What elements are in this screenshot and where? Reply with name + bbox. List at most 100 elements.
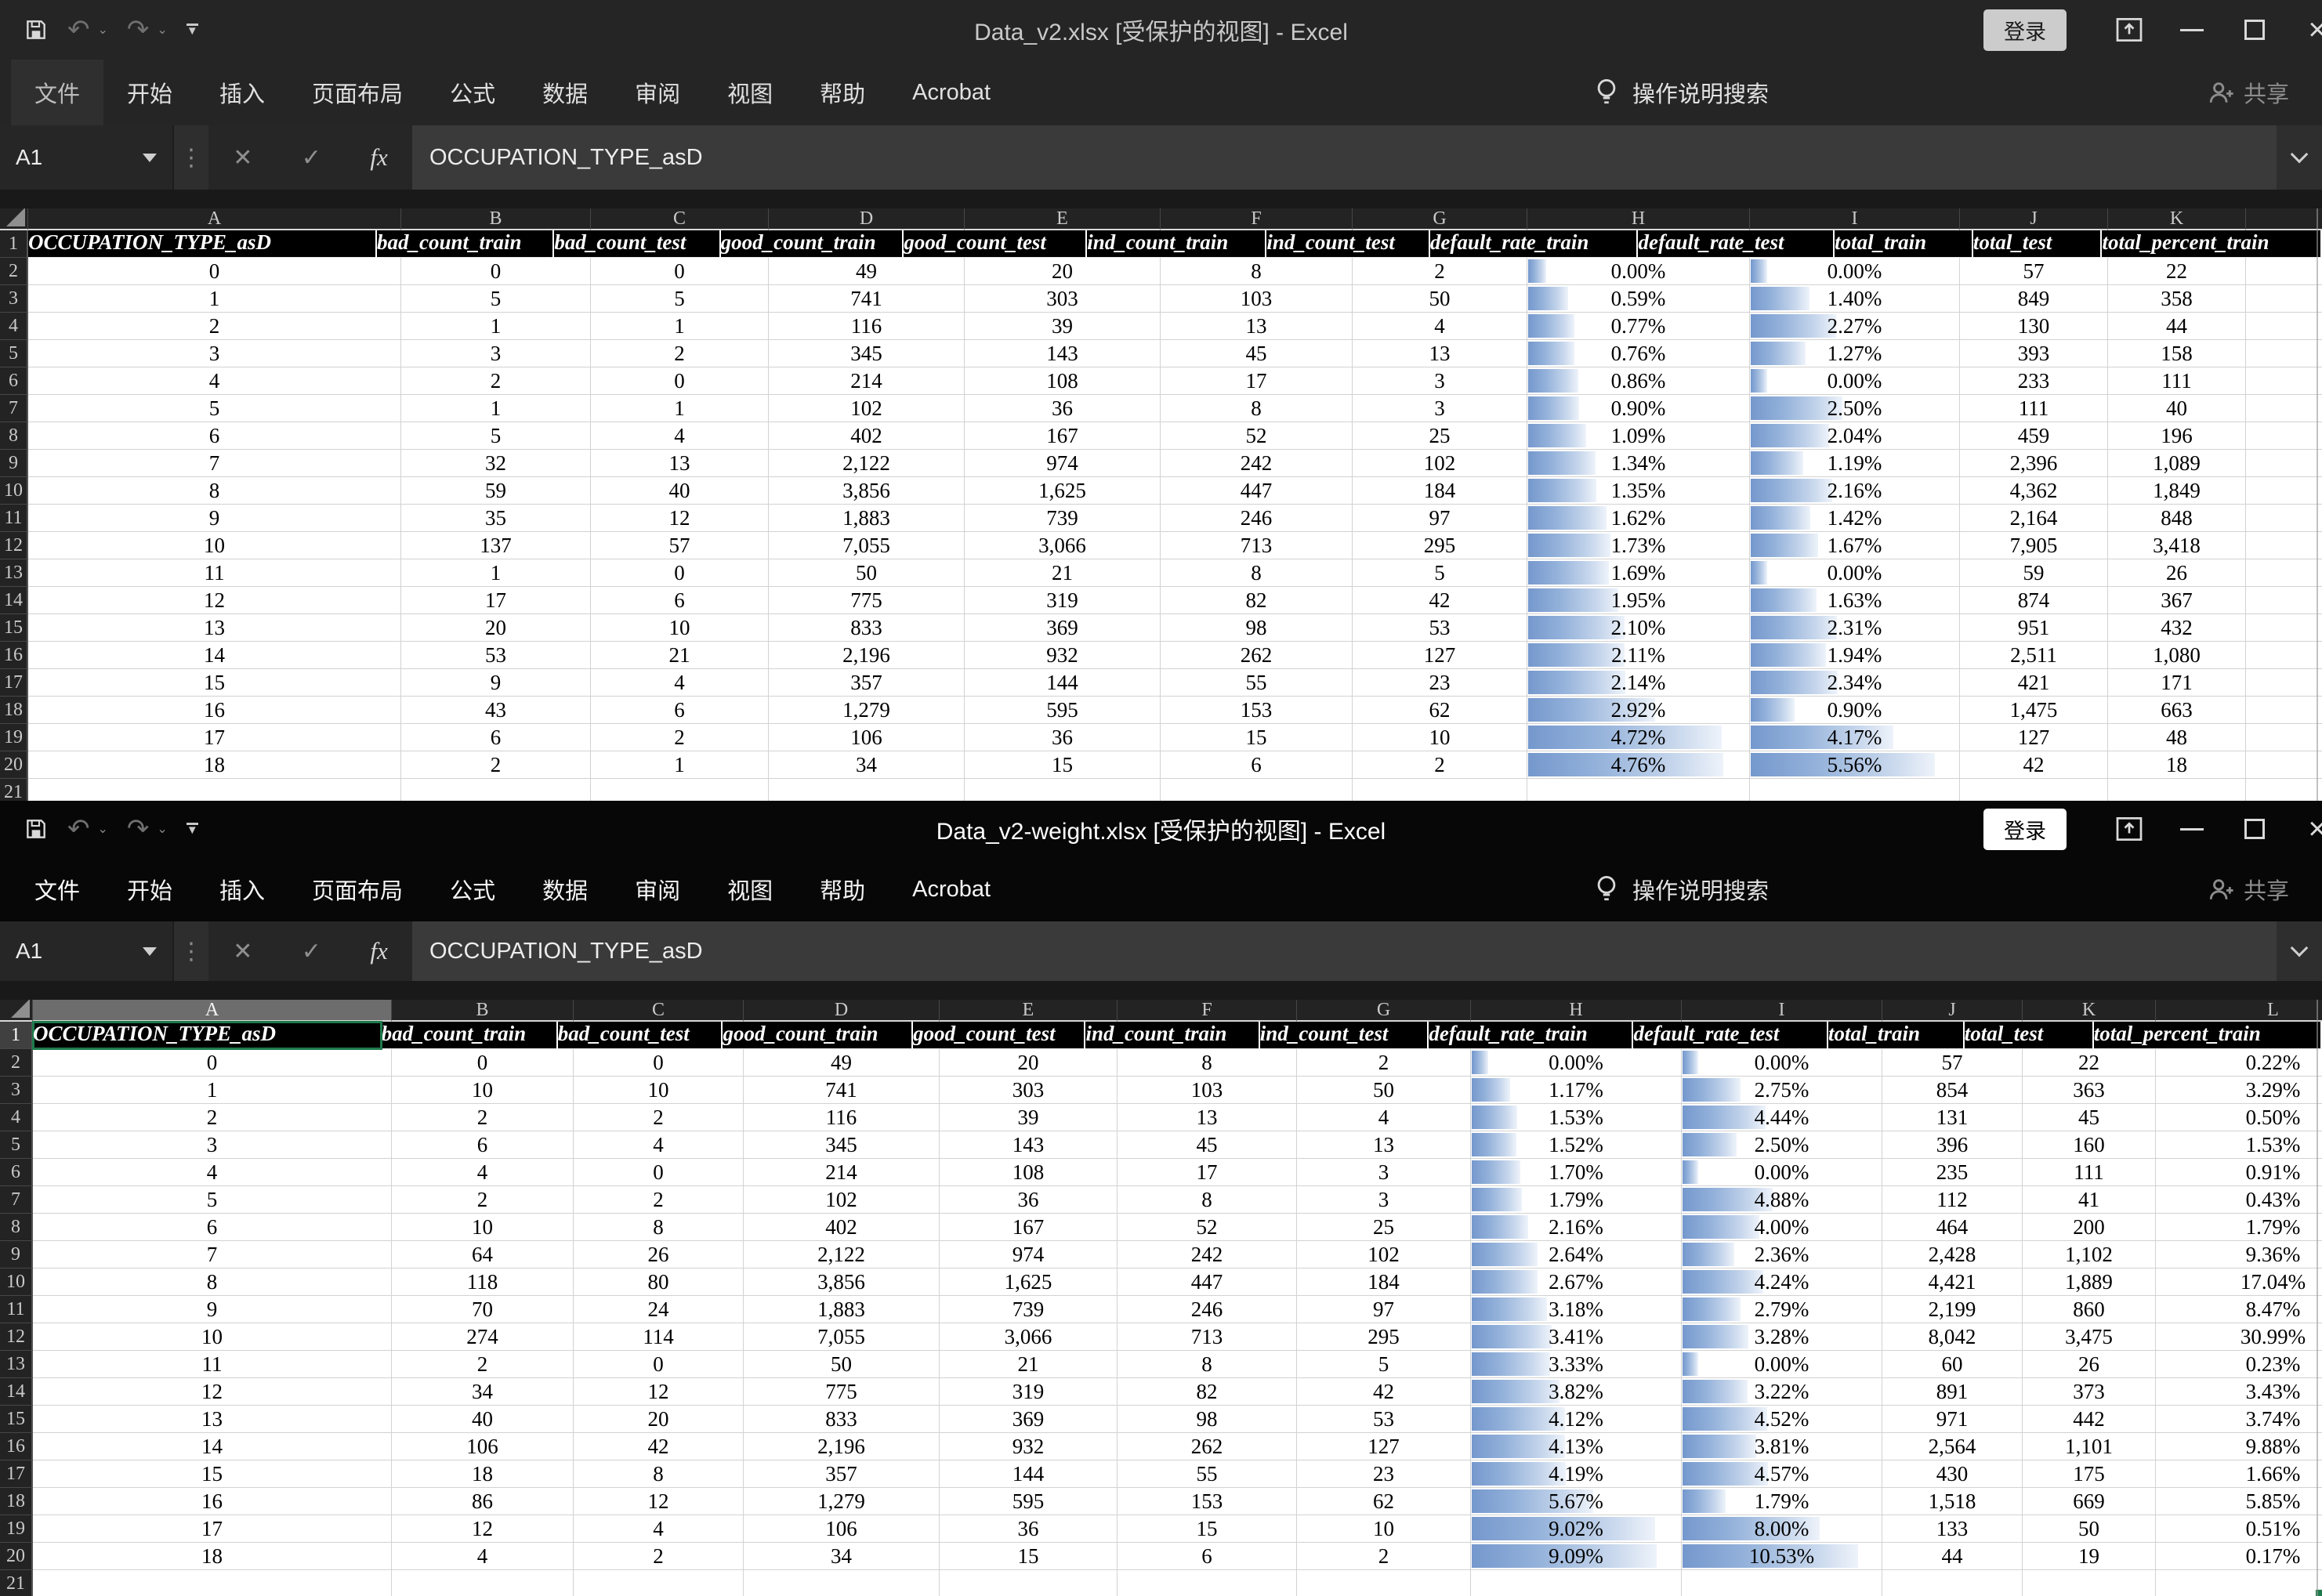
cell-J20[interactable]: 44 [1882,1543,2023,1570]
cell-L3[interactable] [2246,285,2322,313]
cell-E20[interactable]: 15 [965,751,1161,779]
row-header-1[interactable]: 1 [0,230,28,258]
cell-G3[interactable]: 50 [1353,285,1527,313]
row-header-14[interactable]: 14 [0,587,28,614]
name-box[interactable]: A1 [0,125,174,190]
cell-B8[interactable]: 10 [392,1214,574,1241]
cell-L8[interactable]: 1.79% [2156,1214,2322,1241]
cell-J20[interactable]: 42 [1960,751,2108,779]
ribbon-display-options-icon[interactable] [2112,9,2146,50]
cell-K2[interactable]: 22 [2108,258,2246,285]
cell-C21[interactable] [591,779,769,801]
cell-E8[interactable]: 167 [965,422,1161,450]
cell-L17[interactable]: 1.66% [2156,1460,2322,1488]
cell-J3[interactable]: 854 [1882,1077,2023,1104]
cell-D15[interactable]: 833 [769,614,965,642]
cell-I3[interactable]: 2.75% [1682,1077,1882,1104]
cell-J8[interactable]: 464 [1882,1214,2023,1241]
cell-G7[interactable]: 3 [1353,395,1527,422]
cell-D21[interactable] [744,1570,940,1596]
cell-A4[interactable]: 2 [33,1104,392,1131]
cell-F7[interactable]: 8 [1118,1186,1297,1214]
cell-J15[interactable]: 971 [1882,1406,2023,1433]
cell-J10[interactable]: 4,421 [1882,1268,2023,1296]
cell-A19[interactable]: 17 [33,1515,392,1543]
column-header-E[interactable]: E [965,208,1161,230]
column-header-K[interactable]: K [2108,208,2246,230]
ribbon-tab-help[interactable]: 帮助 [820,82,866,107]
cell-C2[interactable]: 0 [574,1049,744,1077]
cell-K8[interactable]: 200 [2023,1214,2156,1241]
cell-J19[interactable]: 133 [1882,1515,2023,1543]
cell-B12[interactable]: 274 [392,1323,574,1351]
column-header-L[interactable]: L [2246,208,2322,230]
cell-K9[interactable]: 1,102 [2023,1241,2156,1268]
ribbon-tab-acrobat[interactable]: Acrobat [912,876,991,902]
cell-F20[interactable]: 6 [1161,751,1353,779]
cell-I10[interactable]: 2.16% [1750,477,1960,505]
column-header-H[interactable]: H [1471,1000,1682,1022]
cell-I1[interactable]: default_rate_test [1633,1022,1828,1049]
ribbon-tab-home[interactable]: 开始 [127,879,173,904]
cell-I7[interactable]: 4.88% [1682,1186,1882,1214]
save-icon[interactable] [24,816,49,841]
column-header-A[interactable]: A [33,1000,392,1022]
cell-A16[interactable]: 14 [33,1433,392,1460]
cell-H5[interactable]: 1.52% [1471,1131,1682,1159]
cell-A2[interactable]: 0 [33,1049,392,1077]
row-header-17[interactable]: 17 [0,669,28,697]
cell-K2[interactable]: 22 [2023,1049,2156,1077]
cell-F17[interactable]: 55 [1161,669,1353,697]
cell-K3[interactable]: 358 [2108,285,2246,313]
cell-K15[interactable]: 442 [2023,1406,2156,1433]
cell-C14[interactable]: 6 [591,587,769,614]
cell-G17[interactable]: 23 [1297,1460,1471,1488]
cell-I17[interactable]: 4.57% [1682,1460,1882,1488]
cell-F20[interactable]: 6 [1118,1543,1297,1570]
cell-G9[interactable]: 102 [1297,1241,1471,1268]
cell-B6[interactable]: 2 [401,367,591,395]
cell-E2[interactable]: 20 [965,258,1161,285]
close-icon[interactable]: × [2308,812,2322,846]
cell-I15[interactable]: 4.52% [1682,1406,1882,1433]
cell-I21[interactable] [1750,779,1960,801]
cell-B10[interactable]: 59 [401,477,591,505]
cell-L6[interactable] [2246,367,2322,395]
cell-G18[interactable]: 62 [1353,697,1527,724]
cell-H18[interactable]: 2.92% [1527,697,1750,724]
cell-K5[interactable]: 158 [2108,340,2246,367]
cell-K16[interactable]: 1,080 [2108,642,2246,669]
cell-I20[interactable]: 5.56% [1750,751,1960,779]
cell-F2[interactable]: 8 [1118,1049,1297,1077]
cell-G15[interactable]: 53 [1297,1406,1471,1433]
name-box[interactable]: A1 [0,921,174,981]
cell-F5[interactable]: 45 [1161,340,1353,367]
cell-H10[interactable]: 1.35% [1527,477,1750,505]
cell-D7[interactable]: 102 [744,1186,940,1214]
cell-E11[interactable]: 739 [940,1296,1118,1323]
cell-C9[interactable]: 26 [574,1241,744,1268]
cell-C1[interactable]: bad_count_test [554,230,721,258]
cell-C9[interactable]: 13 [591,450,769,477]
cell-H11[interactable]: 1.62% [1527,505,1750,532]
cell-H3[interactable]: 1.17% [1471,1077,1682,1104]
cell-K4[interactable]: 45 [2023,1104,2156,1131]
cell-G13[interactable]: 5 [1353,559,1527,587]
row-header-7[interactable]: 7 [0,395,28,422]
cell-H11[interactable]: 3.18% [1471,1296,1682,1323]
tell-me-search[interactable]: 操作说明搜索 [1593,873,1769,906]
cell-L9[interactable] [2246,450,2322,477]
cell-D8[interactable]: 402 [744,1214,940,1241]
cell-J9[interactable]: 2,396 [1960,450,2108,477]
cell-I19[interactable]: 8.00% [1682,1515,1882,1543]
cell-H5[interactable]: 0.76% [1527,340,1750,367]
cell-C11[interactable]: 24 [574,1296,744,1323]
column-header-B[interactable]: B [392,1000,574,1022]
column-header-G[interactable]: G [1353,208,1527,230]
cell-C11[interactable]: 12 [591,505,769,532]
cell-L5[interactable]: 1.53% [2156,1131,2322,1159]
cell-H20[interactable]: 4.76% [1527,751,1750,779]
cell-I8[interactable]: 4.00% [1682,1214,1882,1241]
cell-H12[interactable]: 3.41% [1471,1323,1682,1351]
enter-icon[interactable]: ✓ [301,144,321,171]
